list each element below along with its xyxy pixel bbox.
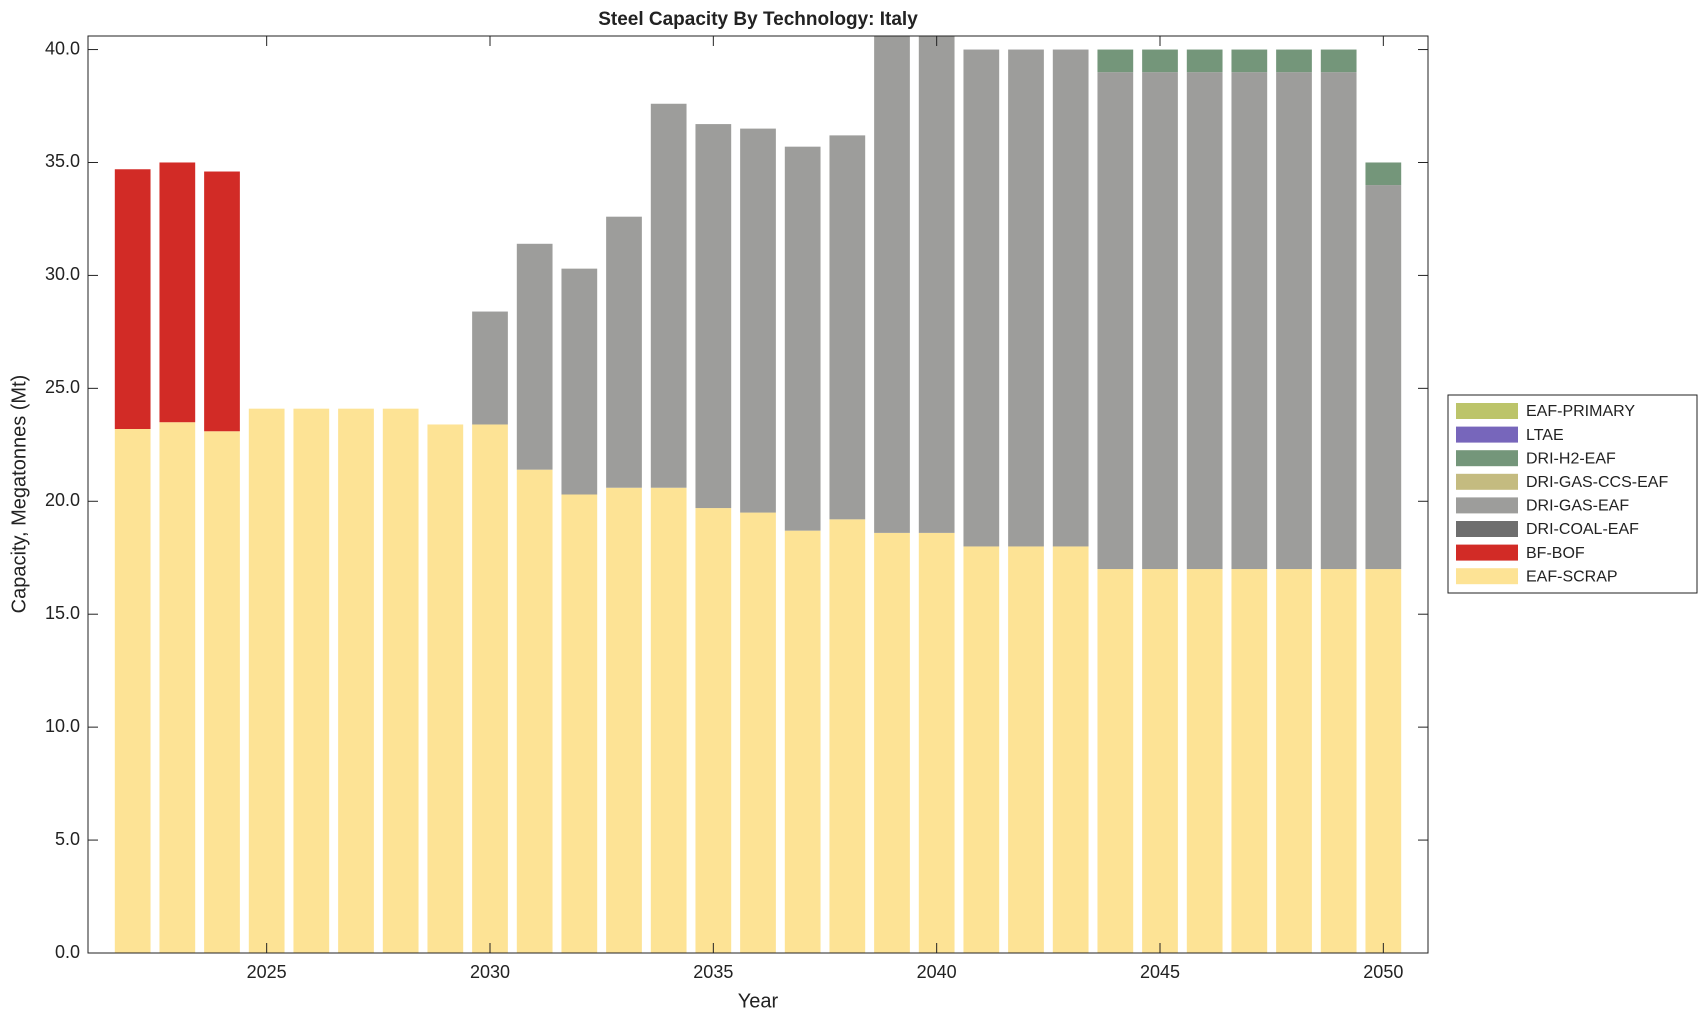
bar-segment bbox=[784, 146, 821, 531]
legend-label: DRI-COAL-EAF bbox=[1526, 521, 1639, 538]
bar-segment bbox=[963, 546, 1000, 953]
bar-segment bbox=[1365, 569, 1402, 953]
bar-segment bbox=[159, 422, 196, 953]
bar-segment bbox=[918, 36, 955, 533]
bar-segment bbox=[1142, 72, 1178, 570]
bar-segment bbox=[561, 494, 598, 953]
bar-segment bbox=[1186, 49, 1223, 73]
bar-segment bbox=[1231, 72, 1268, 570]
y-axis-label: Capacity, Megatonnes (Mt) bbox=[8, 375, 30, 614]
bar-segment bbox=[650, 487, 687, 953]
legend-label: DRI-GAS-CCS-EAF bbox=[1526, 474, 1668, 491]
bar-segment bbox=[114, 429, 151, 953]
bar-segment bbox=[472, 311, 508, 425]
bar-segment bbox=[918, 532, 955, 953]
bar-segment bbox=[650, 103, 687, 488]
x-tick-label: 2025 bbox=[247, 962, 287, 982]
legend-label: DRI-GAS-EAF bbox=[1526, 498, 1629, 515]
legend-label: EAF-SCRAP bbox=[1526, 568, 1618, 585]
bar-segment bbox=[1320, 72, 1357, 570]
bar-segment bbox=[114, 169, 151, 430]
bar-segment bbox=[516, 469, 553, 953]
bar-segment bbox=[1231, 49, 1268, 73]
legend bbox=[1447, 394, 1698, 594]
y-tick-label: 20.0 bbox=[45, 490, 80, 510]
bar-segment bbox=[1276, 49, 1312, 73]
bar-segment bbox=[695, 508, 732, 953]
bar-segment bbox=[1365, 185, 1402, 570]
bar-segment bbox=[606, 216, 642, 488]
y-tick-label: 35.0 bbox=[45, 151, 80, 171]
x-tick-label: 2030 bbox=[470, 962, 510, 982]
legend-swatch bbox=[1456, 403, 1518, 419]
bar-segment bbox=[1186, 72, 1223, 570]
legend-swatch bbox=[1456, 450, 1518, 467]
bar-segment bbox=[1365, 162, 1402, 186]
bar-segment bbox=[1320, 569, 1357, 953]
bar-segment bbox=[963, 49, 1000, 547]
bar-segment bbox=[293, 408, 330, 953]
bar-segment bbox=[472, 424, 508, 953]
bar-segment bbox=[427, 424, 464, 953]
bar-segment bbox=[695, 124, 732, 509]
legend-swatch bbox=[1456, 426, 1518, 443]
bar-segment bbox=[159, 162, 196, 423]
bar-segment bbox=[829, 135, 866, 520]
bar-segment bbox=[204, 431, 240, 953]
y-tick-label: 30.0 bbox=[45, 264, 80, 284]
bar-segment bbox=[1097, 49, 1134, 73]
chart-title: Steel Capacity By Technology: Italy bbox=[598, 9, 918, 30]
legend-swatch bbox=[1456, 521, 1518, 537]
bar-segment bbox=[248, 408, 285, 953]
legend-label: DRI-H2-EAF bbox=[1526, 450, 1616, 467]
bar-segment bbox=[784, 530, 821, 953]
bar-segment bbox=[1052, 546, 1089, 953]
bar-segment bbox=[382, 408, 419, 953]
bar-segment bbox=[1276, 569, 1312, 953]
bar-segment bbox=[1320, 49, 1357, 73]
bar-segment bbox=[516, 243, 553, 470]
bar-segment bbox=[1186, 569, 1223, 953]
bar-segment bbox=[1097, 569, 1134, 953]
bar-segment bbox=[874, 36, 910, 533]
x-tick-label: 2045 bbox=[1140, 962, 1180, 982]
bar-segment bbox=[874, 532, 910, 953]
bar-segment bbox=[204, 171, 240, 432]
plot-area bbox=[114, 36, 1402, 953]
legend-swatch bbox=[1456, 544, 1518, 561]
bar-segment bbox=[561, 268, 598, 495]
bar-segment bbox=[606, 487, 642, 953]
x-tick-label: 2040 bbox=[917, 962, 957, 982]
y-tick-label: 10.0 bbox=[45, 716, 80, 736]
legend-label: BF-BOF bbox=[1526, 545, 1585, 562]
bar-segment bbox=[1142, 569, 1178, 953]
bar-segment bbox=[829, 519, 866, 953]
axes-frame bbox=[87, 35, 1429, 954]
legend-label: LTAE bbox=[1526, 427, 1564, 444]
bar-segment bbox=[1008, 546, 1044, 953]
y-tick-label: 40.0 bbox=[45, 38, 80, 58]
bar-segment bbox=[338, 408, 374, 953]
y-tick-label: 25.0 bbox=[45, 377, 80, 397]
bar-segment bbox=[1008, 49, 1044, 547]
bar-segment bbox=[1142, 49, 1178, 73]
legend-swatch bbox=[1456, 568, 1518, 585]
y-tick-label: 5.0 bbox=[55, 829, 80, 849]
legend-swatch bbox=[1456, 497, 1518, 514]
x-axis-label: Year bbox=[738, 990, 779, 1012]
y-tick-label: 15.0 bbox=[45, 603, 80, 623]
bar-segment bbox=[1231, 569, 1268, 953]
x-tick-label: 2050 bbox=[1363, 962, 1403, 982]
bar-segment bbox=[1097, 72, 1134, 570]
x-tick-label: 2035 bbox=[693, 962, 733, 982]
bar-segment bbox=[740, 128, 776, 513]
y-tick-label: 0.0 bbox=[55, 942, 80, 962]
legend-swatch bbox=[1456, 473, 1518, 490]
bar-segment bbox=[740, 512, 776, 953]
bar-segment bbox=[1276, 72, 1312, 570]
bar-segment bbox=[1052, 49, 1089, 547]
legend-label: EAF-PRIMARY bbox=[1526, 403, 1635, 420]
